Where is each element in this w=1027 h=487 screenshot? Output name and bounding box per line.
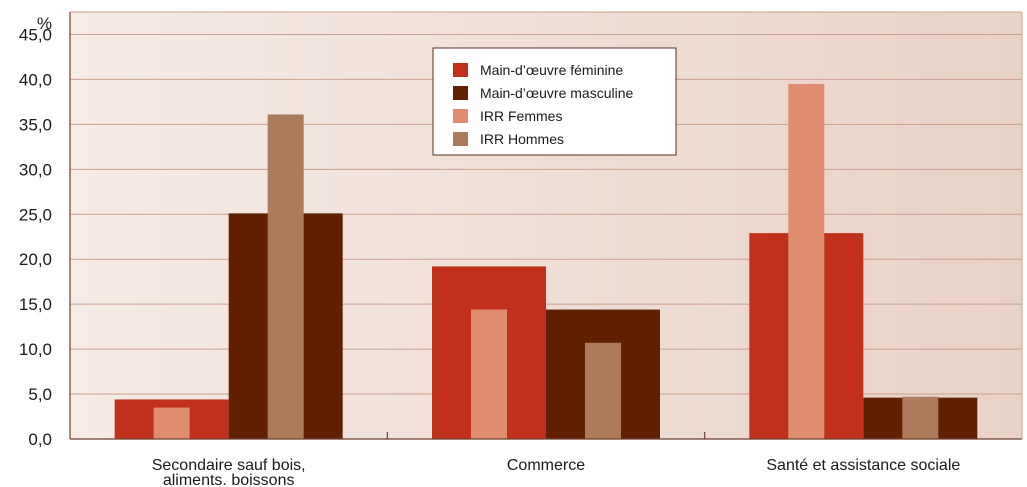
y-tick-label: 40,0 [19,70,52,89]
axes [69,11,1023,440]
legend-label: Main-d’œuvre masculine [480,85,633,101]
bar [585,342,621,439]
legend-box [432,47,677,156]
y-axis-label: % [37,14,52,33]
bar [267,114,304,439]
legend-label: Main-d’œuvre féminine [480,62,623,78]
y-tick-label: 45,0 [19,25,52,44]
legend-swatch [453,63,468,77]
legend-swatch [453,86,468,100]
bars [114,83,978,440]
y-tick-labels: 0,0 5,0 10,0 15,0 20,0 25,0 30,0 35,0 40,0 45,0 [19,25,52,449]
legend-swatch [453,109,468,123]
x-category-label: Santé et assistance sociale [766,457,960,474]
legend-label: IRR Hommes [480,131,564,147]
y-tick-label: 15,0 [19,295,52,314]
bar [153,407,190,439]
y-tick-label: 5,0 [28,385,52,404]
legend: Main-d’œuvre féminine Main-d’œuvre mascul… [432,47,677,156]
y-tick-label: 30,0 [19,160,52,179]
y-tick-label: 0,0 [28,430,52,449]
y-tick-label: 20,0 [19,250,52,269]
bar [788,83,825,440]
bar [902,396,939,439]
x-category-labels: Secondaire sauf bois, aliments. boissons C… [152,457,961,487]
legend-label: IRR Femmes [480,108,562,124]
x-category-label: Secondaire sauf bois, aliments. boissons [152,457,306,487]
x-category-label: Commerce [507,457,585,474]
y-tick-label: 35,0 [19,115,52,134]
y-tick-label: 25,0 [19,205,52,224]
legend-swatch [453,132,468,146]
bar [471,309,507,439]
y-tick-label: 10,0 [19,340,52,359]
